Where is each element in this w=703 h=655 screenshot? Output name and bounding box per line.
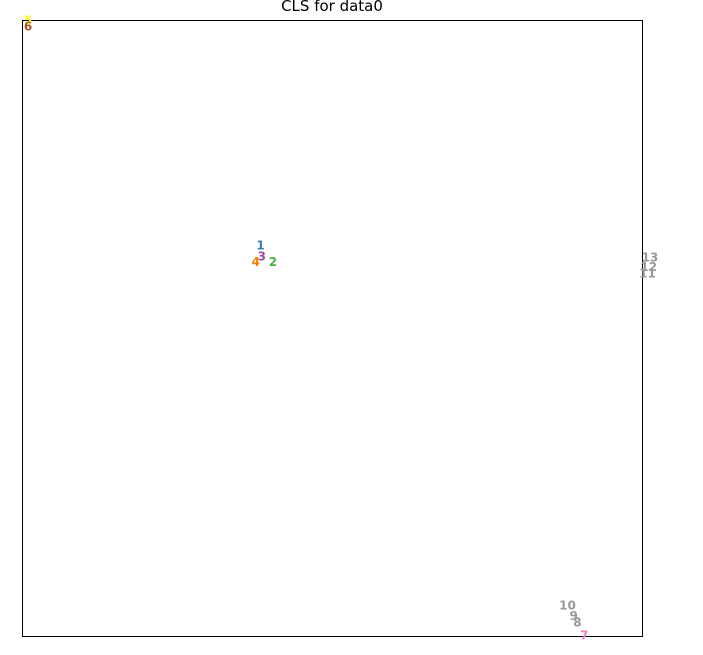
point-label-7: 7 xyxy=(580,628,588,642)
point-label-8: 8 xyxy=(573,615,581,629)
chart-title: CLS for data0 xyxy=(281,0,383,15)
point-label-10: 10 xyxy=(559,599,576,613)
point-label-11: 11 xyxy=(639,267,656,281)
plot-frame xyxy=(22,20,643,637)
point-label-9: 9 xyxy=(570,609,578,623)
point-label-13: 13 xyxy=(642,251,659,265)
point-label-3: 3 xyxy=(258,249,266,263)
point-label-1: 1 xyxy=(256,238,264,252)
point-label-12: 12 xyxy=(640,260,657,274)
point-label-4: 4 xyxy=(251,255,259,269)
point-label-5: 5 xyxy=(24,14,32,28)
point-label-2: 2 xyxy=(269,255,277,269)
point-label-6: 6 xyxy=(24,20,32,34)
